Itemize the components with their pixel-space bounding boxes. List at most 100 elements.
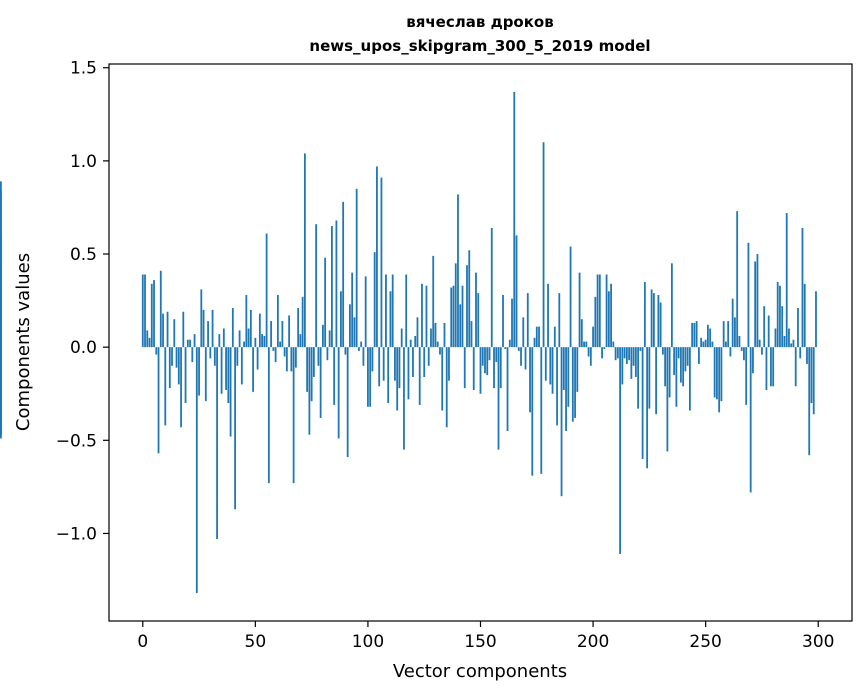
bar-component-114 <box>398 347 401 389</box>
bar-component-228 <box>655 347 658 415</box>
bar-component-98 <box>362 347 365 366</box>
bar-component-38 <box>227 347 230 404</box>
bar-component-150 <box>479 347 482 394</box>
bar-component-16 <box>177 347 180 385</box>
bar-component-54 <box>263 335 266 348</box>
bar-component-59 <box>274 347 277 363</box>
bar-component-100 <box>367 347 369 407</box>
bar-component-45 <box>243 341 245 348</box>
bar-component-88 <box>340 291 342 348</box>
y-tick-label: 0.5 <box>70 245 97 265</box>
bar-component-168 <box>520 347 522 366</box>
bar-component-35 <box>220 347 223 394</box>
bar-component-279 <box>770 347 772 387</box>
bar-component-202 <box>596 274 599 348</box>
bar-component-173 <box>531 347 534 476</box>
bar-component-209 <box>612 341 615 348</box>
x-tick-label: 200 <box>577 632 609 652</box>
bar-component-160 <box>502 295 504 348</box>
bar-component-8 <box>159 270 162 348</box>
bar-component-130 <box>434 322 437 348</box>
bar-component-69 <box>297 308 300 348</box>
bar-component-146 <box>470 321 473 348</box>
x-tick-label: 0 <box>137 632 148 652</box>
bar-component-190 <box>569 246 572 348</box>
bar-component-252 <box>709 328 712 348</box>
bar-component-250 <box>704 339 707 348</box>
bar-component-77 <box>315 224 318 348</box>
bar-component-268 <box>745 347 748 405</box>
bar-component-19 <box>184 347 187 404</box>
bar-component-255 <box>716 347 718 400</box>
bar-component-183 <box>553 326 556 348</box>
bar-component-46 <box>245 295 248 348</box>
bar-component-213 <box>621 347 624 385</box>
bar-component-182 <box>551 347 554 394</box>
bar-component-180 <box>547 283 549 348</box>
x-axis-label: Vector components <box>393 661 567 682</box>
bar-component-11 <box>166 311 169 348</box>
bar-component-105 <box>378 347 381 387</box>
y-axis-label: Components values <box>13 253 34 431</box>
axes-frame <box>108 63 853 622</box>
x-tick-label: 150 <box>464 632 496 652</box>
bar-component-83 <box>328 330 331 348</box>
bar-component-230 <box>659 302 662 348</box>
bar-component-281 <box>774 328 777 348</box>
bar-component-262 <box>731 298 734 348</box>
bar-component-291 <box>797 308 799 348</box>
bar-component-123 <box>418 347 421 405</box>
bar-component-25 <box>198 347 200 396</box>
bar-component-266 <box>740 347 743 351</box>
bar-component-137 <box>450 287 453 348</box>
bar-component-278 <box>767 315 770 348</box>
bar-component-191 <box>571 347 574 422</box>
bar-component-13 <box>171 347 173 366</box>
bar-component-6 <box>155 347 158 355</box>
x-tick-label: 250 <box>689 632 721 652</box>
bar-component-28 <box>204 347 207 402</box>
bar-component-66 <box>290 347 293 372</box>
bar-component-295 <box>806 347 808 364</box>
bar-component-239 <box>679 347 682 383</box>
bar-component-170 <box>524 347 527 370</box>
bar-component-58 <box>272 347 275 351</box>
bar-component-80 <box>321 324 324 348</box>
bar-component-51 <box>256 347 259 370</box>
bar-component-283 <box>779 285 781 348</box>
bar-component-229 <box>657 295 660 348</box>
bar-component-32 <box>213 347 216 366</box>
bar-component-95 <box>355 188 358 348</box>
bar-component-284 <box>781 306 784 348</box>
bar-component-151 <box>481 347 484 366</box>
bar-component-143 <box>463 347 466 389</box>
bar-component-43 <box>238 330 241 348</box>
bar-component-57 <box>270 321 273 348</box>
bar-component-274 <box>758 339 761 348</box>
bar-component-126 <box>425 285 428 348</box>
y-axis: −1.0 −0.5 0.0 0.5 1.0 1.5 <box>56 59 109 544</box>
bar-component-71 <box>301 296 304 348</box>
bar-component-236 <box>673 347 676 376</box>
bar-component-155 <box>490 227 493 348</box>
bar-component-212 <box>619 347 621 554</box>
bar-component-164 <box>511 298 513 348</box>
bar-component-127 <box>427 347 430 366</box>
bar-component-292 <box>799 347 802 359</box>
bar-component-204 <box>601 347 603 359</box>
bar-component-260 <box>727 321 730 348</box>
bar-component-211 <box>616 347 619 359</box>
bar-component-101 <box>369 347 372 407</box>
bar-component-26 <box>200 289 203 348</box>
bar-component-49 <box>252 347 254 392</box>
bar-component-240 <box>682 347 685 387</box>
bar-component-149 <box>477 293 480 348</box>
bar-component-205 <box>603 347 606 350</box>
bar-component-201 <box>594 296 597 348</box>
bar-component-62 <box>281 321 284 348</box>
bar-component-285 <box>783 335 786 348</box>
bar-component-280 <box>772 347 775 387</box>
bar-component-176 <box>538 326 540 348</box>
bar-component-290 <box>794 347 797 387</box>
